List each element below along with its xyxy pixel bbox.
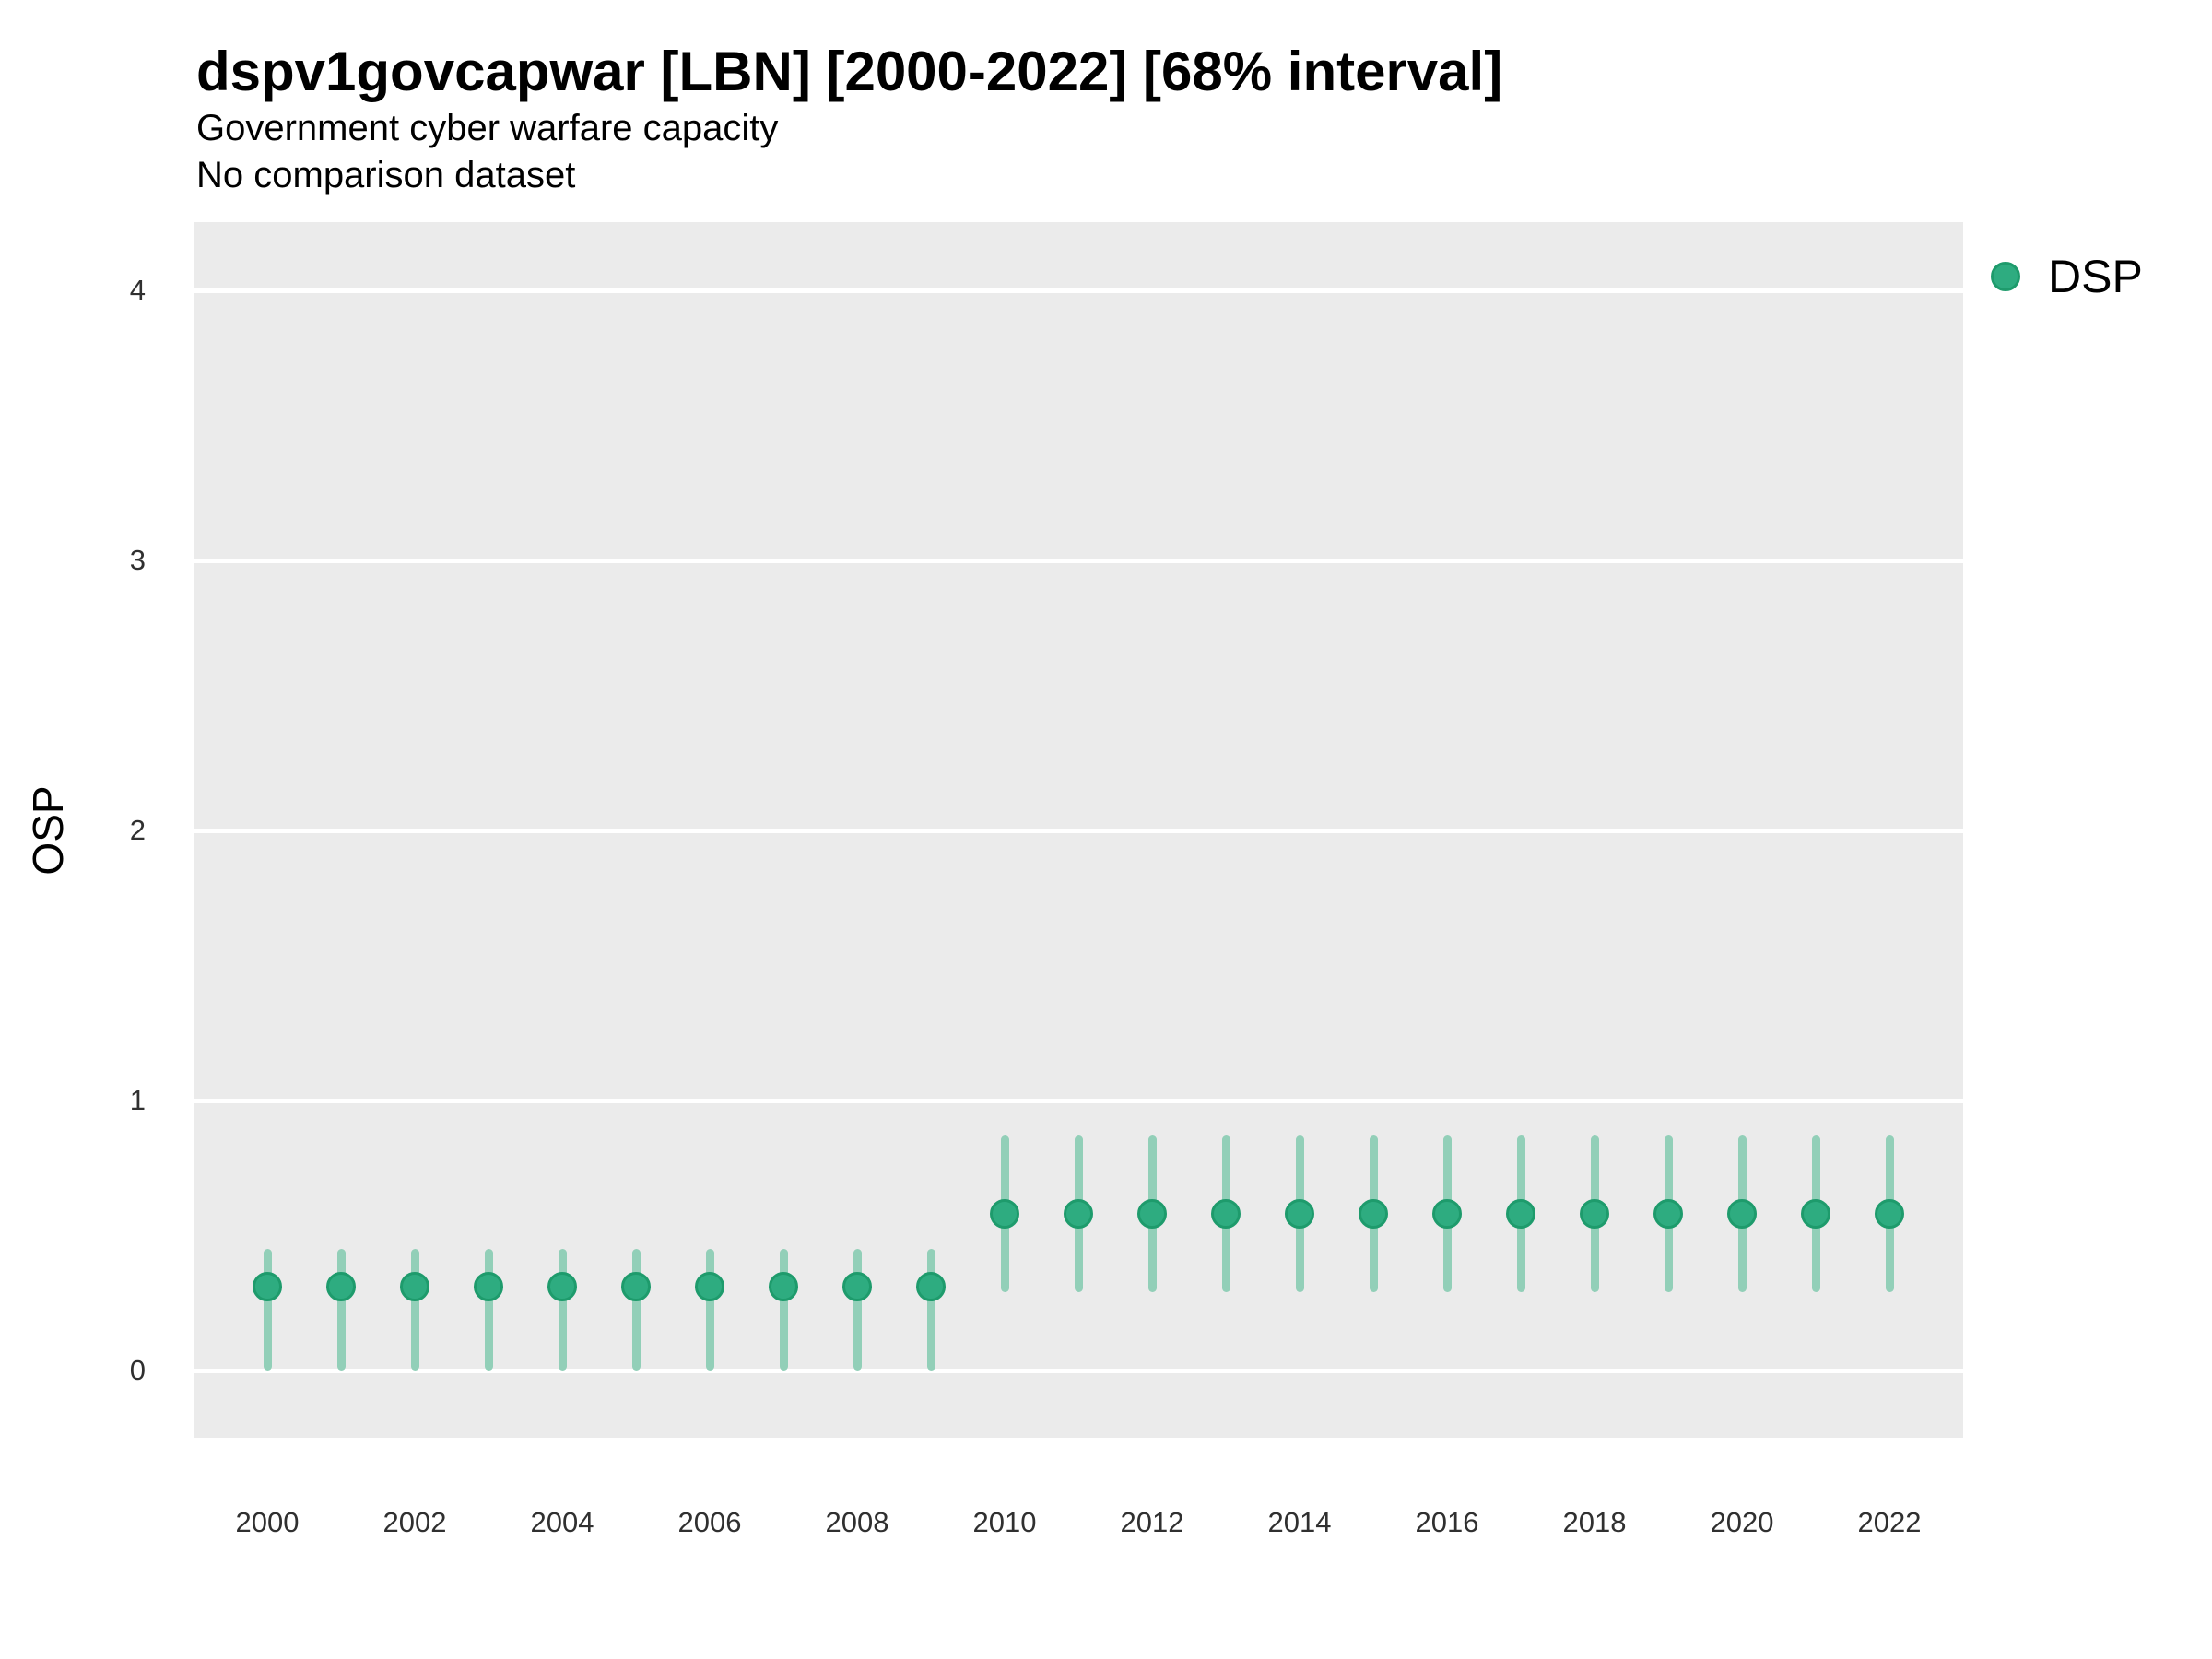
data-point-2003 <box>474 1272 503 1302</box>
interval-bar-2008 <box>853 1249 862 1371</box>
data-point-2014 <box>1285 1199 1314 1230</box>
data-point-2015 <box>1359 1199 1388 1230</box>
x-tick-label-2008: 2008 <box>825 1506 889 1538</box>
x-tick-label-2004: 2004 <box>530 1506 594 1538</box>
data-point-2006 <box>695 1272 724 1302</box>
chart-subtitle: Government cyber warfare capacity <box>196 108 779 148</box>
interval-bar-2003 <box>484 1249 493 1371</box>
data-point-2022 <box>1875 1199 1904 1230</box>
legend: DSP <box>1991 251 2143 302</box>
y-tick-label-4: 4 <box>129 274 146 306</box>
y-tick-label-2: 2 <box>129 814 146 846</box>
data-point-2010 <box>990 1199 1019 1230</box>
data-point-2018 <box>1580 1199 1609 1230</box>
plot-panel <box>194 222 1963 1438</box>
x-tick-label-2018: 2018 <box>1562 1506 1627 1538</box>
y-tick-label-3: 3 <box>129 544 146 576</box>
data-point-2021 <box>1801 1199 1830 1230</box>
data-point-2000 <box>253 1272 282 1302</box>
chart-note: No comparison dataset <box>196 155 576 195</box>
interval-bar-2002 <box>410 1249 419 1371</box>
interval-bar-2000 <box>263 1249 272 1371</box>
data-point-2007 <box>769 1272 798 1302</box>
gridline-y-1 <box>194 1098 1963 1103</box>
gridline-y-3 <box>194 558 1963 563</box>
gridline-y-4 <box>194 288 1963 293</box>
data-point-2001 <box>326 1272 356 1302</box>
interval-bar-2005 <box>631 1249 641 1371</box>
interval-bar-2001 <box>336 1249 346 1371</box>
data-point-2019 <box>1653 1199 1683 1230</box>
interval-bar-2009 <box>926 1249 935 1371</box>
x-tick-label-2014: 2014 <box>1267 1506 1332 1538</box>
data-point-2005 <box>621 1272 651 1302</box>
x-tick-label-2006: 2006 <box>677 1506 742 1538</box>
gridline-y-0 <box>194 1368 1963 1373</box>
data-point-2009 <box>916 1272 946 1302</box>
x-tick-label-2016: 2016 <box>1415 1506 1479 1538</box>
data-point-2013 <box>1211 1199 1241 1230</box>
legend-label: DSP <box>2048 251 2143 302</box>
y-tick-label-0: 0 <box>129 1354 146 1386</box>
data-point-2017 <box>1506 1199 1535 1230</box>
x-tick-label-2010: 2010 <box>972 1506 1037 1538</box>
data-point-2011 <box>1064 1199 1093 1230</box>
data-point-2002 <box>400 1272 429 1302</box>
x-tick-label-2020: 2020 <box>1710 1506 1774 1538</box>
data-point-2012 <box>1137 1199 1167 1230</box>
x-tick-label-2012: 2012 <box>1120 1506 1184 1538</box>
interval-bar-2007 <box>779 1249 788 1371</box>
y-tick-label-1: 1 <box>129 1084 146 1116</box>
data-point-2020 <box>1727 1199 1757 1230</box>
data-point-2004 <box>547 1272 577 1302</box>
data-point-2008 <box>842 1272 872 1302</box>
interval-bar-2006 <box>705 1249 714 1371</box>
x-tick-label-2000: 2000 <box>235 1506 300 1538</box>
legend-point-swatch <box>1991 262 2020 291</box>
x-tick-label-2022: 2022 <box>1857 1506 1922 1538</box>
data-point-2016 <box>1432 1199 1462 1230</box>
x-tick-label-2002: 2002 <box>382 1506 447 1538</box>
interval-bar-2004 <box>558 1249 567 1371</box>
gridline-y-2 <box>194 828 1963 833</box>
chart-title: dspv1govcapwar [LBN] [2000-2022] [68% in… <box>196 41 1503 102</box>
